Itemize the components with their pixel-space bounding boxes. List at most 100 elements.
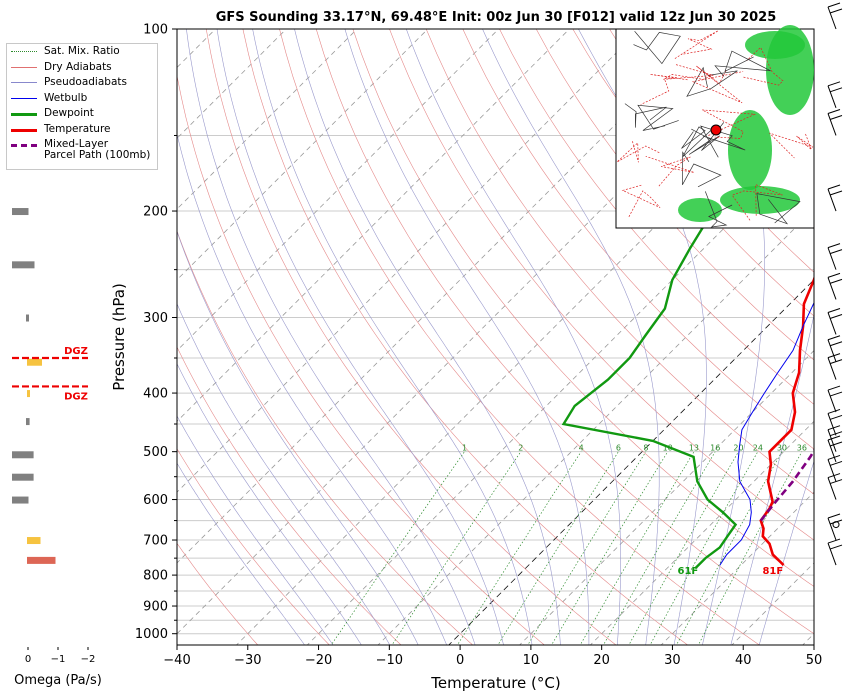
dgz-label: DGZ	[64, 346, 88, 357]
mixing-ratio-line	[456, 451, 582, 645]
dry-adiabat	[177, 230, 474, 645]
omega-bar	[26, 418, 30, 426]
y-tick-label: 800	[143, 569, 168, 584]
mixing-ratio-line	[628, 451, 739, 645]
legend: Sat. Mix. Ratio Dry Adiabats Pseudoadiabat…	[6, 43, 158, 170]
dry-adiabat	[242, 29, 689, 645]
pseudoadiabat	[177, 363, 362, 645]
dry-adiabat	[177, 448, 330, 645]
barb-flag	[829, 544, 843, 550]
omega-axis-label: Omega (Pa/s)	[14, 673, 102, 688]
barb-flag	[827, 81, 841, 87]
pseudoadiabat	[730, 313, 814, 645]
barb-flag	[829, 87, 843, 93]
inset-contour	[621, 184, 661, 217]
inset-contour	[700, 125, 746, 158]
mixing-ratio-line	[330, 451, 465, 645]
omega-bar	[12, 496, 29, 504]
pseudoadiabat	[186, 29, 476, 645]
dry-adiabat	[352, 29, 814, 587]
wind-barb	[827, 353, 843, 380]
wind-barb	[827, 184, 843, 212]
barb-staff	[827, 477, 837, 500]
barb-staff	[827, 389, 837, 413]
omega-tick-label: 0	[25, 654, 31, 665]
inset-precip	[720, 186, 800, 214]
barb-flag	[827, 435, 841, 441]
mixing-ratio-label: 4	[579, 444, 584, 453]
barb-flag	[829, 249, 843, 255]
inset-contour	[645, 155, 695, 187]
pseudoadiabat	[697, 29, 765, 645]
mixing-ratio-line	[697, 451, 803, 645]
barb-flag	[827, 385, 841, 391]
pseudoadiabat	[578, 29, 707, 645]
pseudoadiabat	[177, 132, 448, 645]
y-tick-label: 200	[143, 205, 168, 220]
inset-contour	[704, 191, 733, 228]
wind-barb	[827, 243, 843, 270]
y-tick-label: 900	[143, 600, 168, 615]
barb-flag	[829, 441, 843, 447]
x-tick-label: −20	[305, 653, 332, 668]
inset-contour	[769, 132, 814, 159]
barb-flag	[827, 513, 841, 519]
omega-bar	[12, 473, 34, 481]
y-tick-label: 300	[143, 311, 168, 326]
dry-adiabat	[389, 29, 814, 541]
plot-frame	[176, 28, 815, 646]
barb-flag	[829, 414, 843, 420]
dgz-label: DGZ	[64, 391, 88, 402]
wind-barb	[827, 272, 843, 300]
barb-flag	[827, 425, 841, 431]
y-tick-label: 600	[143, 493, 168, 508]
dry-adiabat	[279, 29, 760, 645]
omega-tick-label: −1	[51, 654, 66, 665]
barb-flag	[829, 190, 843, 196]
legend-label: Wetbulb	[44, 91, 88, 104]
inset-contour	[640, 74, 688, 105]
pseudoadiabat	[758, 460, 814, 645]
omega-bar	[12, 261, 35, 269]
barb-staff	[827, 517, 837, 541]
wind-barbs	[827, 2, 843, 566]
series-wetbulb	[719, 301, 814, 566]
chart-title: GFS Sounding 33.17°N, 69.48°E Init: 00z …	[216, 10, 777, 25]
barb-flag	[829, 431, 843, 437]
barb-staff	[827, 439, 837, 463]
isotherm-line	[177, 29, 712, 564]
legend-entry: Mixed-Layer Parcel Path (100mb)	[9, 139, 155, 166]
inset-contour	[637, 104, 679, 131]
x-tick-label: −10	[376, 653, 403, 668]
omega-bar	[27, 390, 30, 398]
legend-swatch	[11, 139, 37, 149]
wind-barb	[827, 538, 843, 566]
legend-label: Temperature	[44, 122, 111, 135]
dry-adiabat	[462, 29, 814, 450]
legend-label: Dewpoint	[44, 107, 94, 119]
barb-flag	[827, 272, 841, 278]
wind-barb	[827, 425, 843, 452]
dry-adiabat	[535, 29, 814, 361]
mixing-ratio-label: 6	[616, 444, 621, 453]
dry-adiabat	[572, 29, 814, 317]
x-tick-label: 10	[523, 653, 540, 668]
omega-bar	[27, 537, 41, 545]
pseudoadiabat	[406, 29, 621, 645]
x-tick-label: 30	[664, 653, 681, 668]
pseudoadiabat	[294, 29, 561, 645]
legend-swatch	[11, 62, 37, 72]
barb-staff	[827, 85, 837, 108]
legend-entry: Dry Adiabats	[9, 60, 155, 78]
isotherm-line	[448, 279, 814, 645]
mixing-ratio-label: 13	[689, 444, 699, 453]
barb-staff	[827, 312, 837, 335]
wind-barb	[827, 109, 843, 136]
inset-contour	[756, 193, 801, 225]
barb-staff	[827, 413, 837, 436]
wind-barb	[827, 435, 843, 463]
x-tick-label: 40	[735, 653, 752, 668]
legend-label: Dry Adiabats	[44, 60, 112, 73]
barb-staff	[827, 339, 837, 362]
